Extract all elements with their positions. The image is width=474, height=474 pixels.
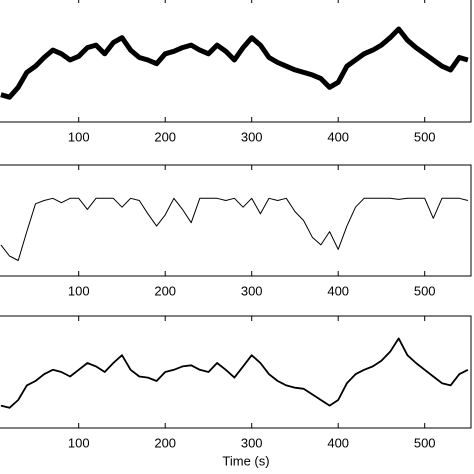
plot-frame [0, 0, 472, 123]
data-line [0, 337, 469, 409]
x-tick-label: 400 [327, 129, 349, 144]
x-tick-label: 200 [154, 283, 176, 298]
x-tick-label: 400 [327, 283, 349, 298]
x-tick-label: 100 [68, 435, 90, 450]
x-tick-label: 200 [154, 435, 176, 450]
x-tick-label: 400 [327, 435, 349, 450]
data-line [0, 26, 469, 100]
plot-frame [0, 315, 472, 429]
plot-frame [0, 164, 472, 277]
x-tick-label: 300 [241, 283, 263, 298]
data-line [0, 197, 469, 261]
x-tick-label: 300 [241, 129, 263, 144]
x-tick-label: 200 [154, 129, 176, 144]
x-tick-label: 500 [414, 283, 436, 298]
x-tick-label: 500 [414, 129, 436, 144]
x-axis-label: Time (s) [222, 453, 269, 468]
x-tick-label: 500 [414, 435, 436, 450]
x-tick-label: 300 [241, 435, 263, 450]
x-tick-label: 100 [68, 129, 90, 144]
x-tick-label: 100 [68, 283, 90, 298]
